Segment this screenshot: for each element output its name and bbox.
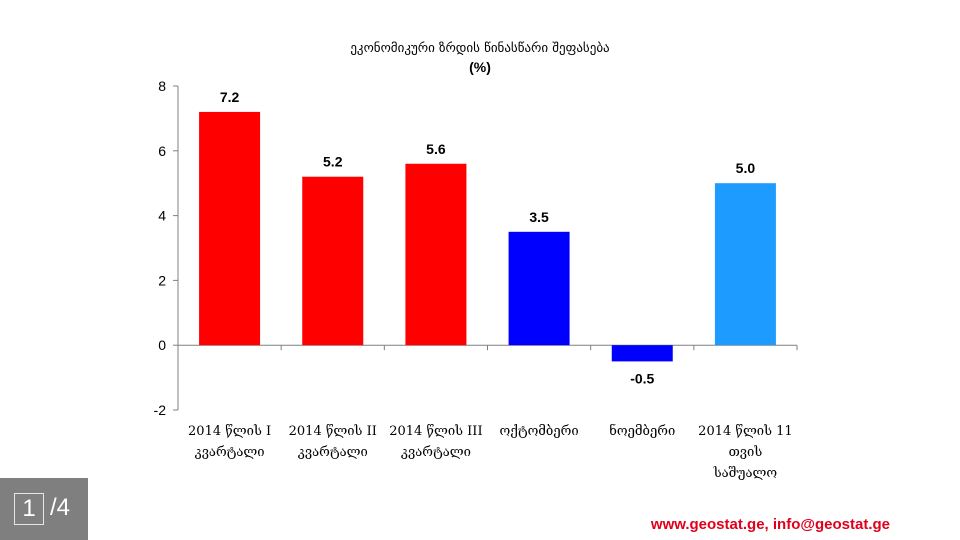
bar [199,111,261,346]
bar-value-label: 5.2 [323,154,343,170]
y-tick-label: 8 [158,78,166,94]
bar [714,183,776,346]
bar [508,231,570,346]
category-label: 2014 წლის 11 [698,424,792,439]
chart-title-block: ეკონომიკური ზრდის წინასწარი შეფასება (%) [180,40,780,76]
category-label: 2014 წლის I [188,424,271,439]
chart-title: ეკონომიკური ზრდის წინასწარი შეფასება [350,41,610,56]
category-label: საშუალო [713,466,778,481]
category-label: თვის [729,445,763,460]
bar-value-label: 5.0 [736,160,756,176]
bar-value-label: -0.5 [630,370,654,386]
bar [405,163,467,346]
y-tick-label: 4 [158,208,166,224]
y-tick-label: 2 [158,272,166,288]
bar-value-label: 7.2 [220,89,240,105]
bar [302,176,364,346]
y-tick-label: -2 [154,402,167,418]
page-current[interactable]: 1 [14,493,44,525]
bar [611,345,673,362]
category-label: კვარტალი [298,445,368,460]
bar-value-label: 3.5 [529,209,549,225]
chart-subtitle: (%) [469,59,491,75]
category-label: კვარტალი [401,445,471,460]
category-label: ნოემბერი [609,423,675,439]
category-label: ოქტომბერი [500,424,579,439]
category-label: კვარტალი [195,445,265,460]
contact-footer[interactable]: www.geostat.ge, info@geostat.ge [650,516,890,533]
page-total: /4 [50,494,71,521]
category-label: 2014 წლის III [389,424,482,439]
bar-value-label: 5.6 [426,141,446,157]
page-indicator: 1 /4 [0,478,88,540]
category-label: 2014 წლის II [289,424,377,439]
y-tick-label: 0 [158,337,166,353]
y-tick-label: 6 [158,143,166,159]
